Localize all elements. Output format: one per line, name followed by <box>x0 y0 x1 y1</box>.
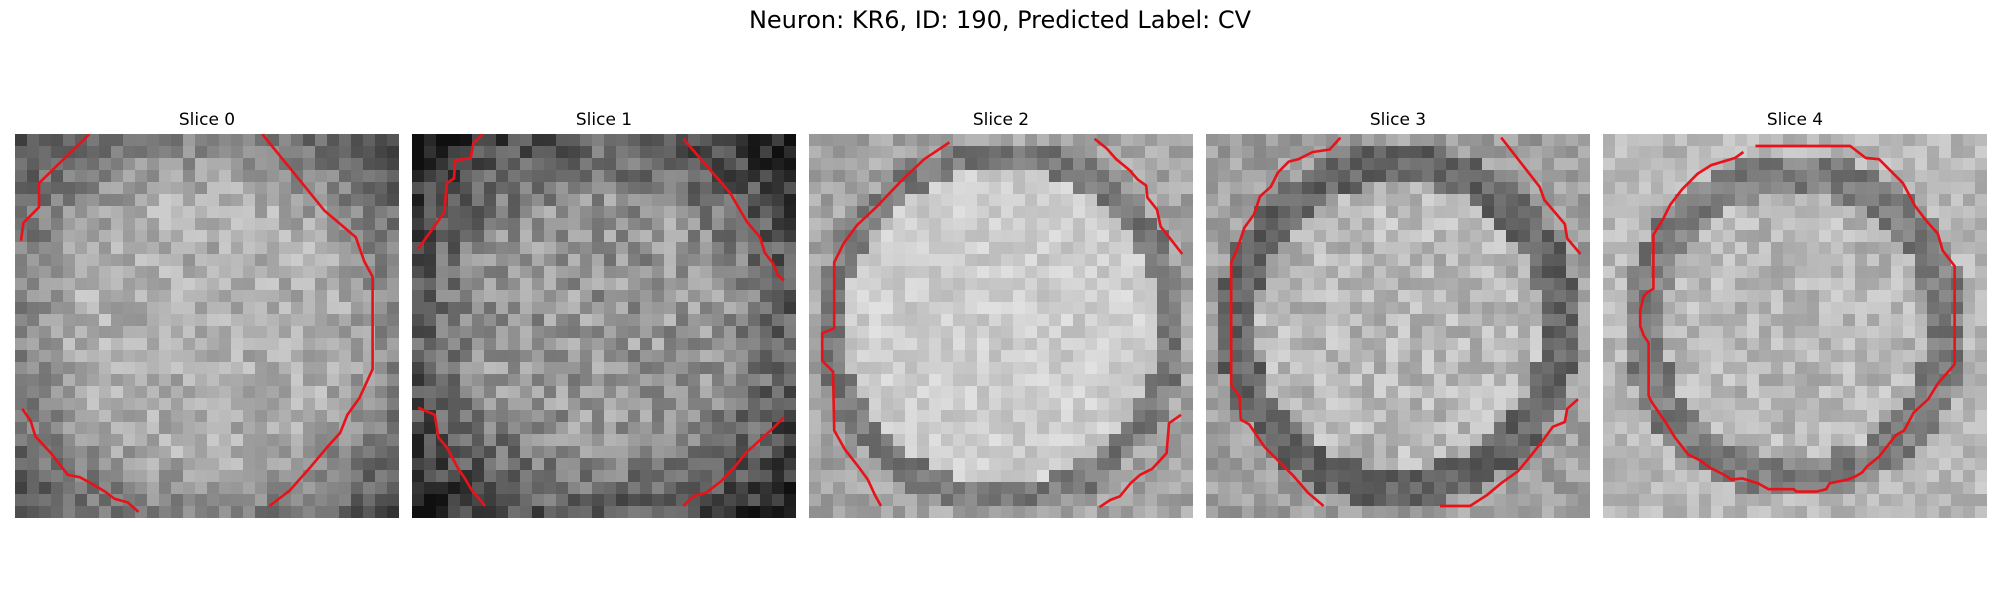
contour-line <box>1229 136 1342 508</box>
contour-line <box>1093 137 1184 255</box>
contour-line <box>261 134 374 508</box>
slice-title: Slice 0 <box>178 110 236 130</box>
contour-line <box>416 134 484 250</box>
contour-line <box>19 134 91 241</box>
contour-line <box>1638 144 1956 493</box>
contour-line <box>820 141 951 507</box>
contour-line <box>1440 398 1579 508</box>
slice-title: Slice 4 <box>1766 110 1824 130</box>
pixel-grid <box>809 134 1193 518</box>
slice-panel-1: Slice 1 <box>412 108 796 518</box>
slice-panel-4: Slice 4 <box>1603 108 1987 518</box>
pixel-grid <box>1603 134 1987 518</box>
pixel-grid <box>1206 134 1590 518</box>
slice-image <box>1206 134 1590 518</box>
contour-line <box>1098 413 1182 509</box>
pixel-grid <box>412 134 796 518</box>
slice-panel-0: Slice 0 <box>15 108 399 518</box>
slice-title: Slice 1 <box>575 110 633 130</box>
slice-image <box>1603 134 1987 518</box>
slice-panel-2: Slice 2 <box>809 108 1193 518</box>
contour-line <box>21 408 140 513</box>
pixel-grid <box>15 134 399 518</box>
contour-line <box>682 137 785 282</box>
slice-image <box>15 134 399 518</box>
slice-image <box>809 134 1193 518</box>
slice-panel-3: Slice 3 <box>1206 108 1590 518</box>
contour-line <box>417 406 487 507</box>
slice-image <box>412 134 796 518</box>
contour-line <box>682 416 785 507</box>
slice-title: Slice 3 <box>1369 110 1427 130</box>
slice-title: Slice 2 <box>972 110 1030 130</box>
contour-line <box>1500 136 1582 255</box>
figure-title: Neuron: KR6, ID: 190, Predicted Label: C… <box>748 6 1252 34</box>
